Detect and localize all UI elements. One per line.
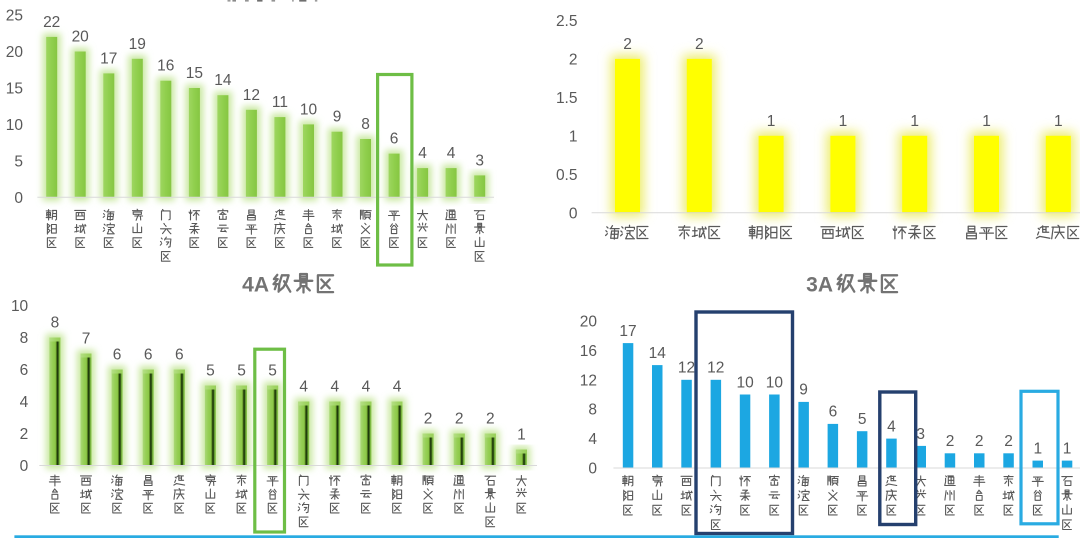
svg-text:0: 0 [14,190,23,207]
svg-text:16: 16 [580,343,597,360]
svg-text:1: 1 [767,113,776,130]
svg-text:5: 5 [237,363,246,380]
svg-text:14: 14 [649,345,667,362]
svg-text:5: 5 [858,411,867,428]
svg-text:2: 2 [695,36,704,53]
svg-text:2.5: 2.5 [556,13,578,30]
svg-text:6: 6 [20,362,29,379]
svg-text:12: 12 [678,360,695,377]
svg-text:15: 15 [6,81,23,98]
svg-text:0: 0 [20,458,29,475]
svg-text:10: 10 [736,374,754,391]
svg-text:6: 6 [829,404,838,421]
svg-text:4: 4 [418,145,427,162]
svg-text:6: 6 [144,347,153,364]
svg-text:9: 9 [333,109,342,126]
svg-text:6: 6 [175,347,184,364]
svg-text:16: 16 [157,58,174,75]
svg-text:8: 8 [588,402,597,419]
svg-text:3: 3 [475,152,484,169]
svg-text:5: 5 [268,363,277,380]
svg-text:6: 6 [113,347,122,364]
svg-text:11: 11 [272,94,288,111]
svg-text:3: 3 [916,426,925,443]
svg-text:10: 10 [766,374,784,391]
svg-text:17: 17 [100,50,117,67]
svg-text:1: 1 [982,113,991,130]
svg-text:10: 10 [11,298,29,315]
svg-text:12: 12 [580,372,597,389]
svg-text:20: 20 [6,44,24,61]
svg-text:1: 1 [910,113,919,130]
svg-text:1: 1 [569,128,578,145]
svg-text:4: 4 [887,418,896,435]
svg-text:17: 17 [619,323,636,340]
svg-text:4: 4 [588,431,597,448]
svg-text:10: 10 [6,117,24,134]
svg-text:20: 20 [580,314,598,331]
svg-text:4: 4 [299,379,308,396]
svg-text:4: 4 [330,379,339,396]
svg-text:8: 8 [51,315,60,332]
svg-text:3A: 3A [806,274,833,297]
svg-text:2: 2 [569,51,578,68]
svg-text:1: 1 [517,427,526,444]
svg-text:5: 5 [206,363,215,380]
svg-text:0: 0 [588,461,597,478]
svg-text:14: 14 [214,72,232,89]
svg-text:8: 8 [361,116,370,133]
svg-text:15: 15 [186,65,203,82]
svg-text:2: 2 [486,411,495,428]
svg-text:12: 12 [707,360,724,377]
svg-text:2: 2 [20,426,29,443]
svg-text:20: 20 [72,29,90,46]
svg-text:1: 1 [1063,440,1072,457]
svg-text:19: 19 [129,36,146,53]
svg-text:25: 25 [6,8,23,25]
svg-text:0.5: 0.5 [556,167,578,184]
svg-text:1: 1 [1054,113,1063,130]
svg-text:2: 2 [424,411,433,428]
svg-text:2: 2 [1004,433,1013,450]
svg-text:2: 2 [975,433,984,450]
svg-text:22: 22 [43,14,60,31]
svg-text:5: 5 [14,153,23,170]
svg-text:1.5: 1.5 [556,90,578,107]
svg-text:4: 4 [20,394,29,411]
svg-text:10: 10 [300,101,318,118]
svg-text:4: 4 [393,379,402,396]
svg-text:6: 6 [390,131,399,148]
svg-text:12: 12 [243,87,260,104]
svg-text:8: 8 [20,330,29,347]
svg-text:4: 4 [362,379,371,396]
svg-text:2: 2 [623,36,632,53]
svg-text:0: 0 [569,205,578,222]
svg-text:2: 2 [946,433,955,450]
svg-text:9: 9 [799,382,808,399]
svg-text:1: 1 [1033,440,1042,457]
svg-text:1: 1 [839,113,848,130]
svg-text:7: 7 [82,331,91,348]
svg-text:4: 4 [447,145,456,162]
svg-text:4A: 4A [242,274,269,297]
svg-text:2: 2 [455,411,464,428]
